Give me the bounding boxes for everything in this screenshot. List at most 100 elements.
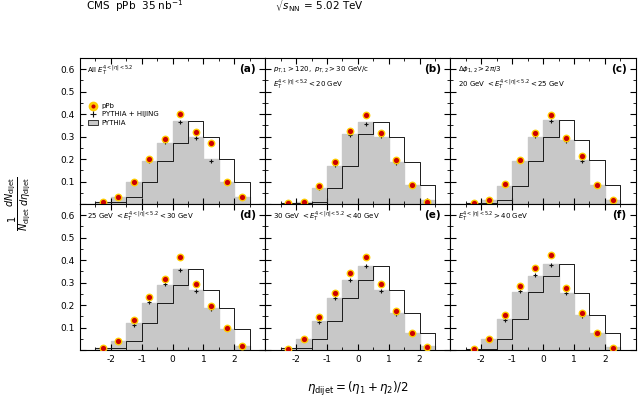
- Text: All $E_T^{4<|\eta|<5.2}$: All $E_T^{4<|\eta|<5.2}$: [88, 64, 134, 78]
- Point: [113, 194, 123, 200]
- Point: [576, 152, 587, 159]
- Text: (a): (a): [239, 64, 256, 74]
- Point: [576, 152, 587, 159]
- Point: [206, 303, 216, 310]
- Point: [360, 254, 371, 260]
- Point: [190, 280, 201, 287]
- Point: [113, 194, 123, 200]
- Point: [546, 112, 556, 118]
- Point: [576, 310, 587, 316]
- Point: [98, 198, 108, 205]
- Point: [561, 285, 571, 292]
- Point: [468, 346, 479, 352]
- Text: (b): (b): [424, 64, 441, 74]
- Point: [608, 344, 618, 351]
- Point: [222, 324, 232, 331]
- Point: [98, 198, 108, 205]
- Point: [576, 310, 587, 316]
- Point: [222, 324, 232, 331]
- Text: $\Delta\phi_{1,2} > 2\pi/3$
$20$ GeV $< E_T^{4<|\eta|<5.2} < 25$ GeV: $\Delta\phi_{1,2} > 2\pi/3$ $20$ GeV $< …: [458, 64, 565, 92]
- Point: [175, 254, 185, 260]
- Point: [592, 182, 603, 188]
- Text: $p_{T,1} > 120,\ p_{T,2} > 30$ GeV/c
$E_T^{4<|\eta|<5.2} < 20$ GeV: $p_{T,1} > 120,\ p_{T,2} > 30$ GeV/c $E_…: [273, 64, 369, 92]
- Point: [484, 336, 494, 342]
- Point: [592, 182, 603, 188]
- Point: [283, 200, 293, 206]
- Point: [391, 157, 401, 163]
- Point: [283, 346, 293, 352]
- Point: [360, 112, 371, 118]
- Point: [468, 200, 479, 206]
- Point: [190, 280, 201, 287]
- Point: [484, 336, 494, 342]
- Point: [237, 194, 247, 200]
- Point: [330, 290, 340, 296]
- Point: [160, 276, 170, 282]
- Point: [314, 183, 325, 189]
- Point: [330, 290, 340, 296]
- Point: [515, 157, 525, 163]
- Point: [468, 200, 479, 206]
- Point: [608, 344, 618, 351]
- Point: [206, 140, 216, 146]
- Point: [345, 269, 355, 276]
- Point: [468, 346, 479, 352]
- Point: [144, 156, 155, 162]
- Point: [376, 280, 386, 287]
- Point: [98, 344, 108, 351]
- Text: $25$ GeV $< E_T^{4<|\eta|<5.2} < 30$ GeV: $25$ GeV $< E_T^{4<|\eta|<5.2} < 30$ GeV: [88, 210, 194, 224]
- Point: [206, 303, 216, 310]
- Point: [608, 196, 618, 203]
- Point: [237, 342, 247, 349]
- Point: [592, 330, 603, 336]
- Point: [129, 178, 139, 185]
- Point: [530, 265, 541, 271]
- Point: [530, 130, 541, 136]
- Point: [407, 182, 417, 188]
- Point: [391, 157, 401, 163]
- Point: [376, 130, 386, 136]
- Point: [190, 129, 201, 135]
- Point: [283, 200, 293, 206]
- Point: [175, 254, 185, 260]
- Text: CMS  pPb  35 nb$^{-1}$: CMS pPb 35 nb$^{-1}$: [86, 0, 183, 14]
- Point: [113, 338, 123, 344]
- Point: [546, 251, 556, 258]
- Point: [330, 159, 340, 166]
- Point: [206, 140, 216, 146]
- Point: [222, 178, 232, 185]
- Point: [144, 294, 155, 300]
- Point: [360, 112, 371, 118]
- Point: [376, 130, 386, 136]
- Point: [98, 344, 108, 351]
- Point: [314, 314, 325, 321]
- Point: [515, 283, 525, 289]
- Point: [561, 134, 571, 141]
- Point: [298, 198, 309, 205]
- Point: [484, 196, 494, 203]
- Point: [314, 183, 325, 189]
- Point: [515, 283, 525, 289]
- Point: [500, 312, 510, 318]
- Point: [515, 157, 525, 163]
- Point: [592, 330, 603, 336]
- Point: [422, 344, 433, 350]
- Point: [407, 330, 417, 336]
- Point: [530, 130, 541, 136]
- Point: [422, 344, 433, 350]
- Point: [222, 178, 232, 185]
- Point: [144, 156, 155, 162]
- Point: [422, 198, 433, 205]
- Text: (e): (e): [424, 210, 441, 220]
- Point: [360, 254, 371, 260]
- Point: [546, 251, 556, 258]
- Point: [160, 276, 170, 282]
- Point: [129, 316, 139, 323]
- Point: [190, 129, 201, 135]
- Point: [484, 196, 494, 203]
- Text: $\frac{1}{N_{\mathrm{dijet}}} \frac{dN_{\mathrm{dijet}}}{d\eta_{\mathrm{dijet}}}: $\frac{1}{N_{\mathrm{dijet}}} \frac{dN_{…: [3, 176, 33, 232]
- Point: [546, 112, 556, 118]
- Point: [407, 182, 417, 188]
- Point: [160, 136, 170, 142]
- Point: [391, 308, 401, 314]
